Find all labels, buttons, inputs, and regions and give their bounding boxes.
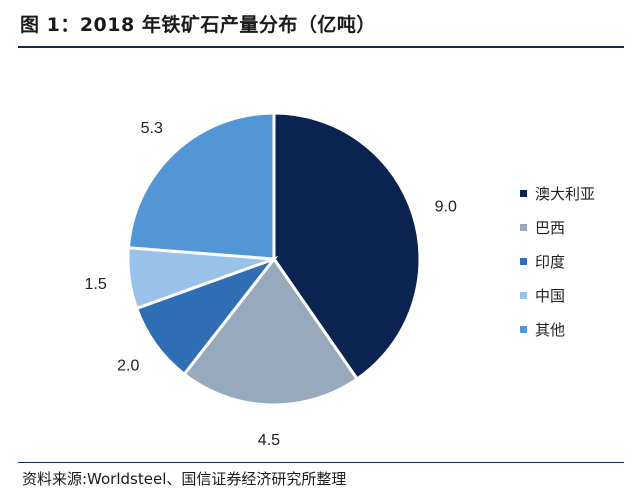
pie-slices	[126, 111, 422, 407]
legend-item-1: 巴西	[520, 210, 595, 244]
legend-item-0: 澳大利亚	[520, 176, 595, 210]
pie-chart: 9.0 4.5 2.0 1.5 5.3	[84, 111, 457, 449]
data-label-2: 2.0	[117, 358, 139, 375]
legend-swatch-1	[520, 223, 527, 231]
legend-label-0: 澳大利亚	[535, 184, 596, 203]
legend-swatch-2	[520, 257, 527, 265]
title-divider	[18, 46, 624, 48]
legend-item-3: 中国	[520, 278, 595, 312]
source-note: 资料来源:Worldsteel、国信证券经济研究所整理	[22, 470, 347, 488]
legend-item-2: 印度	[520, 244, 595, 278]
source-divider	[18, 462, 624, 463]
legend-item-4: 其他	[520, 312, 595, 346]
data-label-3: 1.5	[84, 276, 106, 293]
data-labels: 9.0 4.5 2.0 1.5 5.3	[84, 120, 457, 449]
legend-swatch-0	[520, 189, 527, 197]
legend-label-1: 巴西	[535, 218, 566, 237]
legend-label-4: 其他	[535, 320, 566, 339]
legend-label-3: 中国	[535, 286, 566, 305]
pie-slice-0	[272, 111, 422, 382]
pie-slice-1	[182, 256, 360, 407]
pie-slice-4	[126, 111, 276, 261]
legend-swatch-4	[520, 325, 527, 333]
chart-title: 图 1：2018 年铁矿石产量分布（亿吨）	[20, 14, 376, 36]
pie-slice-2	[134, 255, 279, 377]
data-label-4: 5.3	[141, 120, 163, 137]
legend-label-2: 印度	[535, 252, 566, 271]
data-label-1: 4.5	[258, 432, 280, 449]
legend-swatch-3	[520, 291, 527, 299]
legend: 澳大利亚巴西印度中国其他	[520, 176, 595, 346]
data-label-0: 9.0	[435, 198, 457, 215]
